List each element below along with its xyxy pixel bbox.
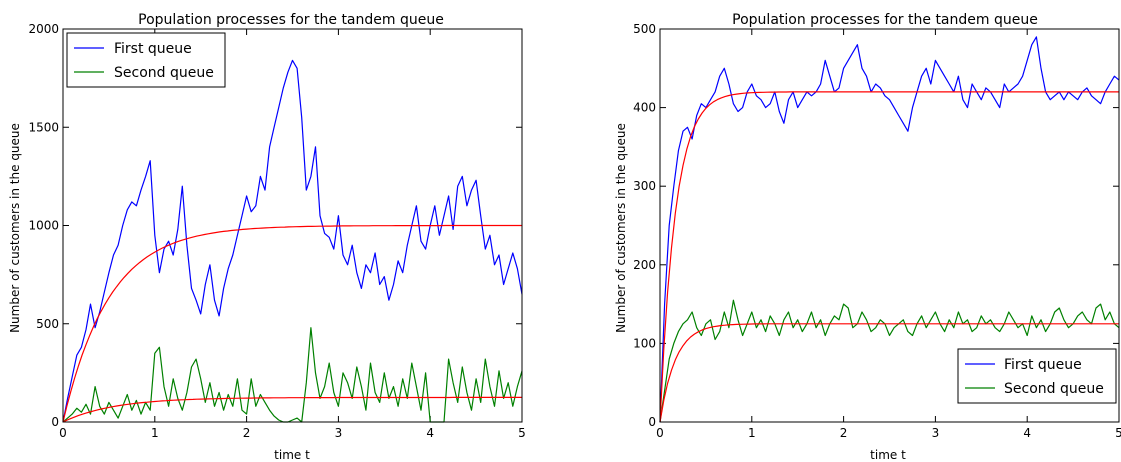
right-series-first-queue bbox=[659, 36, 1120, 423]
right-chart-ylabel: Number of customers in the queue bbox=[614, 123, 628, 333]
left-x-tick-label: 1 bbox=[151, 426, 159, 440]
right-chart-legend-box bbox=[957, 348, 1117, 404]
right-series-mean-curve-3 bbox=[659, 323, 1119, 423]
left-chart-title: Population processes for the tandem queu… bbox=[138, 12, 444, 28]
right-x-tick-label: 0 bbox=[656, 426, 664, 440]
left-series-second-queue bbox=[62, 327, 523, 423]
left-series-mean-curve-3 bbox=[62, 396, 522, 423]
left-chart-legend-box bbox=[66, 32, 226, 88]
right-chart-legend: First queue Second queue bbox=[957, 348, 1117, 404]
right-chart-ticks: 0 1 2 3 4 5 0 100 200 300 400 500 bbox=[633, 22, 1121, 440]
left-chart: Population processes for the tandem queu… bbox=[8, 12, 526, 462]
left-x-tick-label: 0 bbox=[59, 426, 67, 440]
right-series-mean-curve-2 bbox=[659, 91, 1119, 423]
left-series-mean-curve-2 bbox=[62, 224, 522, 423]
left-y-tick-label: 0 bbox=[51, 415, 59, 429]
right-chart: Population processes for the tandem queu… bbox=[614, 12, 1121, 462]
left-legend-label-first-queue: First queue bbox=[114, 41, 192, 57]
left-legend-label-second-queue: Second queue bbox=[114, 65, 214, 81]
left-y-tick-label: 1500 bbox=[28, 120, 59, 134]
left-chart-frame bbox=[62, 28, 523, 423]
left-series-first-queue bbox=[62, 59, 523, 423]
right-y-tick-label: 100 bbox=[633, 336, 656, 350]
right-x-tick-label: 3 bbox=[932, 426, 940, 440]
right-legend-label-first-queue: First queue bbox=[1004, 357, 1082, 373]
left-chart-legend: First queue Second queue bbox=[66, 32, 226, 88]
right-x-tick-label: 1 bbox=[748, 426, 756, 440]
left-y-tick-label: 2000 bbox=[28, 22, 59, 36]
right-y-tick-label: 500 bbox=[633, 22, 656, 36]
left-chart-ylabel: Number of customers in the queue bbox=[8, 123, 22, 333]
right-x-tick-label: 2 bbox=[840, 426, 848, 440]
right-chart-plot-area bbox=[659, 36, 1120, 423]
right-legend-label-second-queue: Second queue bbox=[1004, 381, 1104, 397]
left-chart-plot-area bbox=[62, 59, 523, 423]
left-x-tick-label: 4 bbox=[426, 426, 434, 440]
right-chart-title: Population processes for the tandem queu… bbox=[732, 12, 1038, 28]
left-x-tick-label: 3 bbox=[335, 426, 343, 440]
right-y-tick-label: 400 bbox=[633, 101, 656, 115]
right-y-tick-label: 0 bbox=[648, 415, 656, 429]
right-x-tick-label: 5 bbox=[1115, 426, 1121, 440]
left-y-tick-label: 500 bbox=[36, 317, 59, 331]
right-x-tick-label: 4 bbox=[1023, 426, 1031, 440]
right-chart-xlabel: time t bbox=[870, 448, 906, 462]
right-y-tick-label: 200 bbox=[633, 258, 656, 272]
right-chart-frame bbox=[659, 28, 1120, 423]
left-x-tick-label: 2 bbox=[243, 426, 251, 440]
left-y-tick-label: 1000 bbox=[28, 219, 59, 233]
right-y-tick-label: 300 bbox=[633, 179, 656, 193]
left-chart-xlabel: time t bbox=[274, 448, 310, 462]
left-x-tick-label: 5 bbox=[518, 426, 526, 440]
